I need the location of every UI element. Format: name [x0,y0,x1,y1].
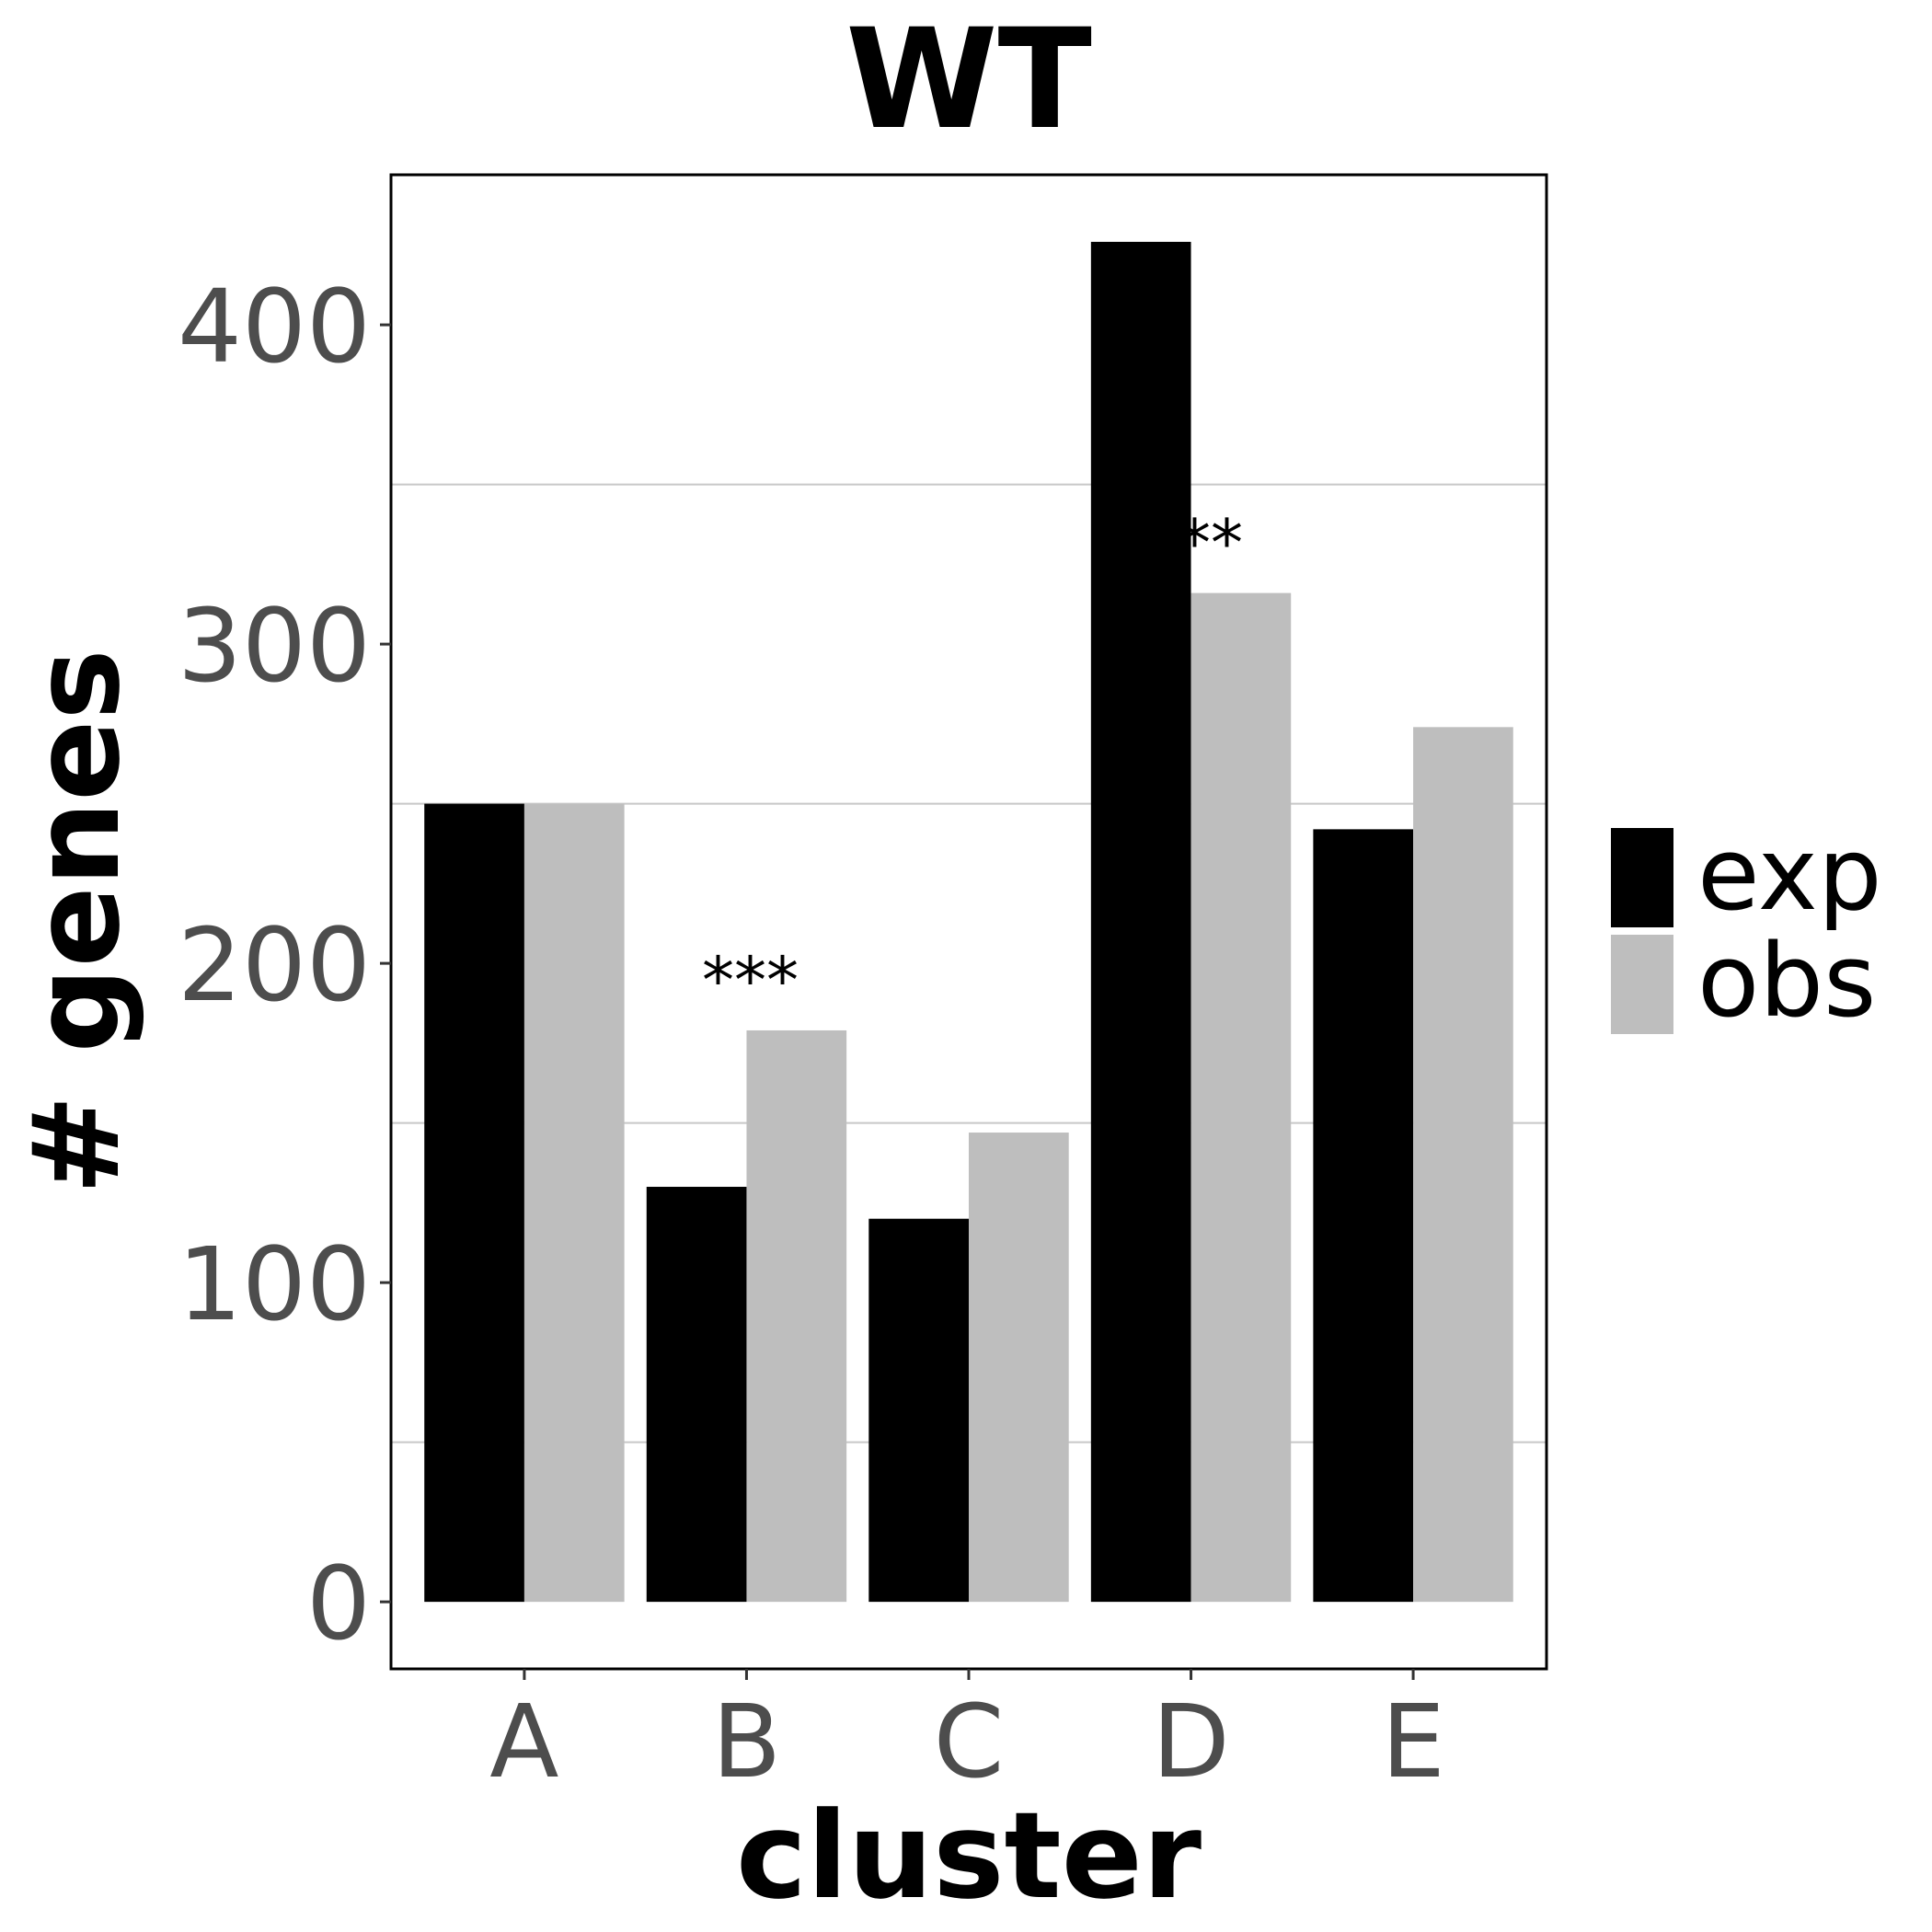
x-tick-label: A [489,1683,558,1800]
bar-exp-D [1090,241,1191,1603]
bar-obs-E [1413,727,1513,1603]
chart-title: WT [845,0,1092,160]
bar-exp-B [646,1187,747,1603]
legend-label: exp [1697,815,1882,933]
bar-exp-E [1313,829,1414,1603]
y-axis-title: # genes [6,649,146,1195]
x-tick-label: B [712,1683,781,1800]
x-axis-title: cluster [736,1786,1202,1926]
y-axis: 0 100 200 300 400 [178,268,391,1662]
y-tick-label: 300 [178,587,371,705]
legend-label: obs [1697,922,1876,1040]
x-tick-label: E [1381,1683,1445,1800]
bar-obs-D [1190,592,1292,1603]
legend-key-exp [1611,828,1673,927]
x-tick-label: D [1152,1683,1230,1800]
significance-annotation: *** [702,943,799,1018]
x-axis: A B C D E [489,1669,1445,1800]
bar-exp-C [868,1218,969,1603]
x-tick-label: C [934,1683,1005,1800]
legend-key-obs [1611,935,1673,1034]
y-tick-label: 0 [306,1545,371,1662]
y-tick-label: 400 [178,268,371,385]
bar-obs-A [523,803,625,1603]
bar-obs-B [746,1029,847,1603]
bar-exp-A [424,803,524,1603]
y-tick-label: 200 [178,906,371,1024]
significance-annotation: *** [1146,506,1243,581]
y-tick-label: 100 [178,1225,371,1343]
bar-obs-C [969,1133,1069,1603]
bars [424,241,1513,1603]
annotations: *** *** [702,506,1243,1018]
